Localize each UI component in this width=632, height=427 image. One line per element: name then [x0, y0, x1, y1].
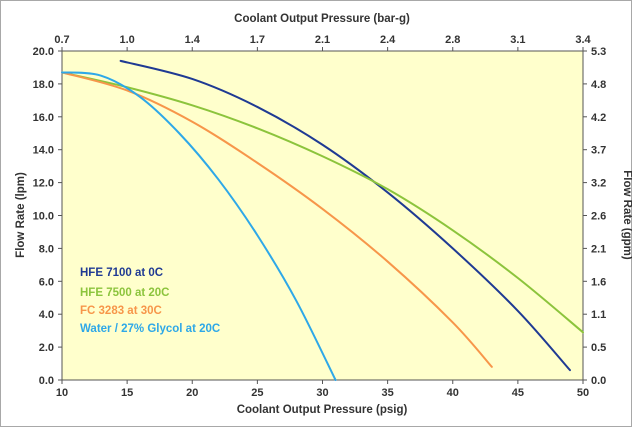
- x2-tick-label: 3.4: [575, 34, 591, 46]
- y2-tick-label: 3.7: [591, 145, 606, 157]
- y2-tick-label: 0.0: [591, 375, 606, 387]
- x2-tick-label: 0.7: [54, 34, 69, 46]
- x2-tick-label: 1.4: [185, 34, 201, 46]
- x-tick-label: 20: [186, 387, 198, 399]
- legend-entry-hfe-7500: HFE 7500 at 20C: [80, 287, 170, 299]
- legend: HFE 7100 at 0C HFE 7500 at 20C FC 3283 a…: [80, 267, 220, 335]
- y-tick-label: 18.0: [33, 79, 54, 91]
- x2-tick-label: 1.7: [250, 34, 265, 46]
- series-line-hfe-7100-at-0c: [119, 59, 571, 372]
- y-axis-title: Flow Rate (lpm): [15, 172, 27, 258]
- x2-tick-label: 1.0: [119, 34, 134, 46]
- y-tick-label: 12.0: [33, 178, 54, 190]
- legend-entry-water-glycol: Water / 27% Glycol at 20C: [80, 323, 220, 335]
- y-tick-label: 10.0: [33, 211, 54, 223]
- legend-entry-hfe-7100: HFE 7100 at 0C: [80, 267, 163, 279]
- x-tick-label: 25: [251, 387, 263, 399]
- y2-tick-label: 2.1: [591, 243, 606, 255]
- y-tick-label: 6.0: [39, 276, 54, 288]
- x-tick-label: 50: [577, 387, 589, 399]
- plot-area: [61, 50, 584, 381]
- legend-entry-fc-3283: FC 3283 at 30C: [80, 305, 162, 317]
- y2-tick-label: 1.6: [591, 276, 606, 288]
- x-tick-label: 40: [447, 387, 459, 399]
- x-tick-label: 30: [316, 387, 328, 399]
- x2-tick-label: 3.1: [510, 34, 525, 46]
- y2-tick-label: 3.2: [591, 178, 606, 190]
- y-tick-label: 8.0: [39, 243, 54, 255]
- x-tick-label: 15: [121, 387, 133, 399]
- ticks-layer: 10 15 20 25 30 35 40 45 50 0.7 1.0 1.4 1.7 2.1 2.4 2.8 3…: [33, 34, 607, 399]
- x2-tick-label: 2.4: [380, 34, 396, 46]
- y-tick-label: 20.0: [33, 46, 54, 58]
- y2-axis-title: Flow Rate (gpm): [621, 170, 632, 260]
- y2-tick-label: 5.3: [591, 46, 606, 58]
- series-layer: [61, 59, 584, 381]
- series-line-hfe-7500-at-20c: [61, 71, 584, 334]
- x2-axis-title: Coolant Output Pressure (bar-g): [234, 13, 410, 25]
- y2-tick-label: 4.8: [591, 79, 606, 91]
- y-tick-label: 0.0: [39, 375, 54, 387]
- x-axis-title: Coolant Output Pressure (psig): [237, 404, 408, 416]
- y2-tick-label: 2.6: [591, 211, 606, 223]
- y2-tick-label: 1.1: [591, 309, 606, 321]
- y-tick-label: 4.0: [39, 309, 54, 321]
- y-tick-label: 16.0: [33, 112, 54, 124]
- x-tick-label: 45: [512, 387, 524, 399]
- y2-tick-label: 0.5: [591, 342, 606, 354]
- y-tick-label: 2.0: [39, 342, 54, 354]
- y-tick-label: 14.0: [33, 145, 54, 157]
- x-tick-label: 35: [382, 387, 394, 399]
- x-tick-label: 10: [56, 387, 68, 399]
- x2-tick-label: 2.1: [315, 34, 330, 46]
- x2-tick-label: 2.8: [445, 34, 460, 46]
- series-line-water-27-glycol-at-20c: [61, 71, 337, 381]
- y2-tick-label: 4.2: [591, 112, 606, 124]
